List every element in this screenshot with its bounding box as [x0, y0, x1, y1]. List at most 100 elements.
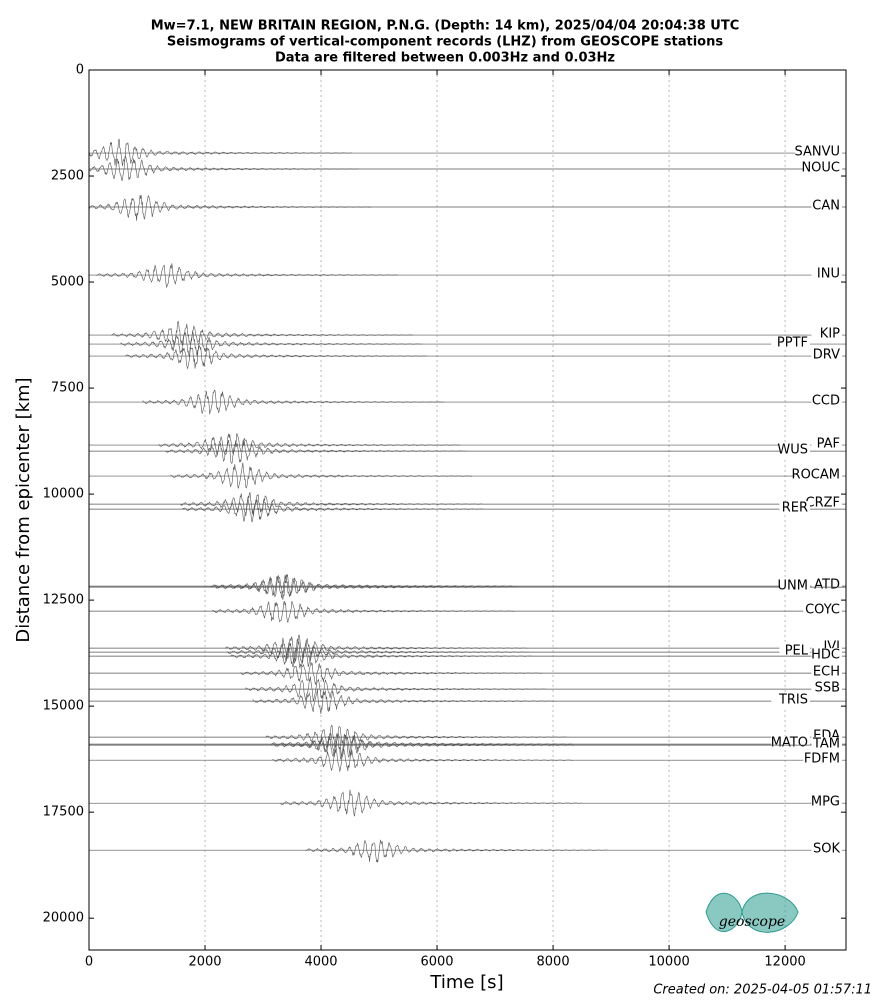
label-bg: [803, 603, 842, 618]
trace-waveform: [88, 138, 352, 167]
y-axis-label: Distance from epicenter [km]: [13, 377, 34, 642]
x-tick-label: 2000: [188, 955, 221, 970]
label-bg: [811, 737, 842, 752]
station-label: FDFM: [804, 752, 840, 767]
trace-waveform: [158, 433, 461, 456]
logo-text: geoscope: [719, 914, 785, 930]
label-bg: [779, 579, 810, 594]
label-bg: [771, 336, 810, 351]
x-tick-label: 0: [85, 955, 93, 970]
trace-waveform: [227, 638, 530, 665]
y-tick-label: 5000: [51, 275, 84, 290]
station-label: UNM: [778, 579, 808, 594]
station-label: MATO: [771, 736, 808, 751]
x-tick-label: 12000: [764, 955, 805, 970]
label-bg: [779, 501, 810, 516]
trace-waveform: [272, 733, 575, 760]
station-label: ECH: [813, 665, 840, 680]
station-label: CRZF: [806, 496, 841, 511]
trace-waveform: [252, 688, 555, 715]
chart-subtitle: Seismograms of vertical-component record…: [167, 35, 723, 50]
trace-waveform: [272, 747, 575, 772]
y-tick-label: 7500: [51, 381, 84, 396]
chart-subtitle: Data are filtered between 0.003Hz and 0.…: [275, 51, 615, 66]
label-bg: [811, 648, 842, 663]
trace-waveform: [210, 573, 512, 600]
trace-waveform: [245, 676, 548, 702]
label-bg: [811, 348, 842, 363]
station-label: CCD: [812, 394, 840, 409]
label-bg: [811, 267, 842, 282]
station-label: PAF: [817, 437, 840, 452]
y-tick-label: 15000: [43, 699, 84, 714]
trace-waveform: [88, 155, 359, 182]
y-tick-label: 20000: [43, 911, 84, 926]
y-tick-label: 17500: [43, 805, 84, 820]
x-tick-label: 10000: [648, 955, 689, 970]
label-bg: [795, 145, 842, 160]
station-label: RER: [782, 501, 808, 516]
label-bg: [811, 665, 842, 680]
station-label: WUS: [777, 443, 808, 458]
station-label: NOUC: [801, 161, 840, 176]
trace-waveform: [142, 389, 445, 415]
label-bg: [779, 644, 810, 659]
station-label: SSB: [815, 681, 840, 696]
footer: Created on: 2025-04-05 01:57:11: [653, 983, 872, 998]
label-bg: [811, 437, 842, 452]
station-label: PPTF: [777, 336, 808, 351]
trace-waveform: [88, 194, 372, 221]
x-axis-label: Time [s]: [429, 972, 503, 993]
label-bg: [811, 578, 842, 593]
label-bg: [803, 752, 842, 767]
trace-waveform: [170, 462, 473, 489]
y-tick-label: 0: [76, 63, 84, 78]
label-bg: [771, 736, 810, 751]
station-label: INU: [817, 267, 840, 282]
x-tick-label: 8000: [537, 955, 570, 970]
chart-title: Mw=7.1, NEW BRITAIN REGION, P.N.G. (Dept…: [151, 19, 740, 34]
station-label: MPG: [811, 795, 840, 810]
logo-shape: [705, 892, 799, 933]
label-bg: [771, 693, 810, 708]
station-label: ROCAM: [792, 468, 840, 483]
y-tick-label: 12500: [43, 593, 84, 608]
trace-waveform: [125, 344, 428, 370]
trace-waveform: [96, 263, 399, 289]
label-bg: [803, 161, 842, 176]
trace-waveform: [120, 331, 422, 357]
label-bg: [803, 496, 842, 511]
trace-waveform: [280, 789, 583, 817]
label-bg: [811, 199, 842, 214]
label-bg: [811, 795, 842, 810]
y-tick-label: 2500: [51, 169, 84, 184]
station-label: TAM: [812, 737, 840, 752]
label-bg: [811, 681, 842, 696]
station-label: SANVU: [794, 145, 840, 160]
label-bg: [779, 443, 810, 458]
y-tick-label: 10000: [43, 487, 84, 502]
label-bg: [811, 842, 842, 857]
x-tick-label: 4000: [304, 955, 337, 970]
station-label: PEL: [785, 644, 809, 659]
trace-waveform: [265, 725, 568, 749]
station-label: SOK: [813, 842, 840, 857]
label-bg: [811, 327, 842, 342]
logo: geoscope: [705, 892, 799, 933]
station-label: CAN: [812, 199, 840, 214]
trace-waveform: [165, 440, 468, 464]
trace-waveform: [111, 320, 414, 348]
station-label: HDC: [811, 648, 840, 663]
trace-waveform: [306, 839, 609, 863]
station-label: DRV: [813, 348, 840, 363]
trace-waveform: [215, 574, 517, 599]
station-label: COYC: [805, 603, 840, 618]
trace-waveform: [225, 634, 528, 662]
trace-waveform: [230, 647, 533, 669]
label-bg: [811, 394, 842, 409]
trace-waveform: [182, 496, 484, 523]
x-tick-label: 6000: [420, 955, 453, 970]
trace-waveform: [212, 600, 515, 623]
label-bg: [795, 468, 842, 483]
